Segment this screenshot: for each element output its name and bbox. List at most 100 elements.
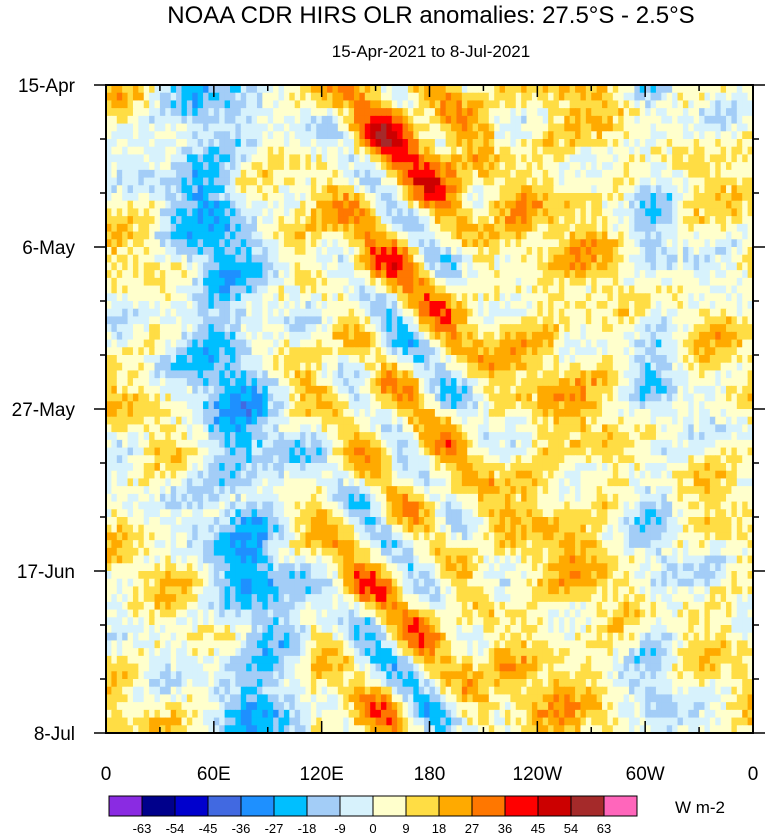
heatmap-cell (111, 331, 118, 341)
heatmap-cell (122, 270, 129, 279)
heatmap-cell (278, 108, 285, 117)
heatmap-cell (591, 223, 598, 233)
heatmap-cell (273, 262, 280, 271)
heatmap-cell (451, 115, 458, 125)
heatmap-cell (478, 378, 485, 387)
heatmap-cell (742, 200, 749, 210)
heatmap-cell (682, 131, 689, 140)
heatmap-cell (531, 393, 538, 402)
heatmap-cell (283, 370, 290, 379)
heatmap-cell (127, 324, 134, 333)
heatmap-cell (208, 262, 215, 271)
heatmap-cell (569, 100, 576, 109)
heatmap-cell (397, 115, 404, 125)
heatmap-cell (235, 277, 242, 287)
heatmap-cell (278, 378, 285, 387)
heatmap-cell (747, 293, 753, 302)
heatmap-cell (116, 277, 123, 287)
heatmap-cell (283, 216, 290, 225)
heatmap-cell (634, 324, 641, 333)
heatmap-cell (348, 285, 355, 294)
heatmap-cell (429, 270, 436, 279)
heatmap-cell (359, 169, 366, 179)
heatmap-cell (451, 146, 458, 156)
heatmap-cell (655, 193, 662, 202)
heatmap-cell (170, 277, 177, 287)
heatmap-cell (715, 115, 722, 125)
heatmap-cell (628, 308, 635, 318)
heatmap-cell (488, 115, 495, 125)
heatmap-cell (186, 378, 193, 387)
heatmap-cell (305, 362, 312, 372)
heatmap-cell (499, 254, 506, 264)
heatmap-cell (429, 355, 436, 364)
heatmap-cell (375, 385, 382, 395)
heatmap-cell (354, 285, 361, 294)
heatmap-cell (747, 185, 753, 194)
heatmap-cell (122, 231, 129, 240)
heatmap-cell (531, 177, 538, 186)
heatmap-cell (267, 362, 274, 372)
heatmap-cell (337, 85, 344, 94)
heatmap-cell (575, 285, 582, 294)
heatmap-cell (197, 123, 204, 132)
heatmap-cell (747, 100, 753, 109)
heatmap-cell (429, 131, 436, 140)
heatmap-cell (580, 177, 587, 186)
heatmap-cell (154, 177, 161, 186)
heatmap-cell (456, 162, 463, 171)
heatmap-cell (251, 85, 258, 94)
heatmap-cell (488, 185, 495, 194)
heatmap-cell (267, 85, 274, 94)
heatmap-cell (515, 254, 522, 264)
heatmap-cell (370, 324, 377, 333)
heatmap-cell (111, 169, 118, 179)
heatmap-cell (332, 347, 339, 356)
heatmap-cell (364, 100, 371, 109)
heatmap-cell (159, 370, 166, 379)
heatmap-cell (316, 108, 323, 117)
heatmap-cell (580, 370, 587, 379)
heatmap-cell (138, 200, 145, 210)
heatmap-cell (343, 355, 350, 364)
heatmap-cell (111, 239, 118, 248)
heatmap-cell (440, 108, 447, 117)
heatmap-cell (726, 277, 733, 287)
heatmap-cell (548, 223, 555, 233)
heatmap-cell (628, 347, 635, 356)
heatmap-cell (429, 370, 436, 379)
heatmap-cell (283, 108, 290, 117)
heatmap-cell (240, 331, 247, 341)
heatmap-cell (666, 293, 673, 302)
heatmap-cell (143, 355, 150, 364)
heatmap-cell (321, 277, 328, 287)
heatmap-cell (407, 100, 414, 109)
heatmap-cell (165, 247, 172, 256)
heatmap-cell (709, 301, 716, 310)
heatmap-cell (413, 270, 420, 279)
heatmap-cell (672, 146, 679, 156)
heatmap-cell (327, 162, 334, 171)
heatmap-cell (256, 139, 263, 148)
heatmap-cell (316, 247, 323, 256)
heatmap-cell (407, 401, 414, 410)
heatmap-cell (553, 169, 560, 179)
heatmap-cell (116, 316, 123, 325)
heatmap-cell (661, 331, 668, 341)
heatmap-cell (273, 123, 280, 132)
heatmap-cell (688, 200, 695, 210)
heatmap-cell (499, 339, 506, 348)
heatmap-cell (445, 231, 452, 240)
heatmap-cell (558, 270, 565, 279)
heatmap-cell (375, 131, 382, 140)
heatmap-cell (273, 115, 280, 125)
heatmap-cell (655, 370, 662, 379)
heatmap-cell (596, 331, 603, 341)
heatmap-cell (591, 154, 598, 163)
heatmap-cell (186, 308, 193, 318)
heatmap-cell (203, 247, 210, 256)
heatmap-cell (359, 131, 366, 140)
heatmap-cell (132, 123, 139, 132)
heatmap-cell (391, 185, 398, 194)
heatmap-cell (693, 362, 700, 372)
